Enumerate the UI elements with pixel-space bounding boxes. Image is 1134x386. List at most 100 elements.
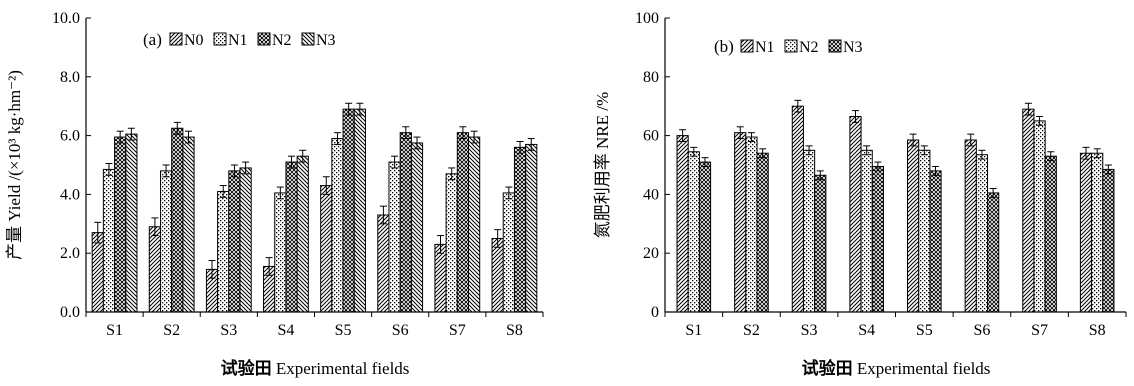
bar-n2-s2 xyxy=(746,137,757,312)
x-tick-label: S5 xyxy=(335,322,352,339)
y-tick-label: 10.0 xyxy=(52,10,80,27)
bar-n1-s8 xyxy=(503,193,514,312)
y-tick-label: 6.0 xyxy=(60,128,80,145)
bar-n0-s1 xyxy=(92,233,103,312)
bar-n0-s7 xyxy=(435,244,446,312)
legend-swatch-n1 xyxy=(214,33,226,45)
bar-n3-s6 xyxy=(988,193,999,312)
x-axis-title-cn: 试验田 xyxy=(802,358,857,378)
x-tick-label: S4 xyxy=(858,322,875,339)
x-tick-label: S3 xyxy=(220,322,237,339)
bar-n2-s8 xyxy=(1092,153,1103,312)
bar-n2-s4 xyxy=(861,150,872,312)
legend-swatch-n0 xyxy=(170,33,182,45)
x-tick-label: S6 xyxy=(392,322,409,339)
legend-swatch-n1 xyxy=(741,40,753,52)
legend-label-n3: N3 xyxy=(843,39,863,56)
bar-n2-s1 xyxy=(688,152,699,312)
legend-swatch-n3 xyxy=(302,33,314,45)
x-tick-label: S8 xyxy=(506,322,523,339)
bar-n1-s5 xyxy=(332,139,343,312)
x-tick-label: S6 xyxy=(973,322,990,339)
legend-label-n1: N1 xyxy=(228,32,248,49)
bar-n3-s5 xyxy=(930,171,941,312)
bar-n3-s7 xyxy=(1045,156,1056,312)
bar-n1-s6 xyxy=(389,162,400,312)
bar-n3-s3 xyxy=(240,168,251,312)
bar-n3-s4 xyxy=(872,166,883,312)
x-tick-label: S8 xyxy=(1089,322,1106,339)
x-tick-label: S1 xyxy=(685,322,702,339)
bar-n3-s6 xyxy=(411,143,422,312)
legend-label-n0: N0 xyxy=(184,32,204,49)
x-axis-title-en: Experimental fields xyxy=(857,359,991,378)
bar-n2-s4 xyxy=(286,162,297,312)
y-axis-title: 氮肥利用率 NRE /% xyxy=(593,92,612,238)
x-tick-label: S2 xyxy=(743,322,760,339)
legend-swatch-n2 xyxy=(785,40,797,52)
bar-n0-s8 xyxy=(492,239,503,313)
bar-n3-s1 xyxy=(126,134,137,312)
x-tick-label: S1 xyxy=(106,322,123,339)
bar-n2-s5 xyxy=(919,150,930,312)
bar-n3-s2 xyxy=(757,153,768,312)
y-tick-label: 60 xyxy=(643,128,659,145)
y-tick-label: 40 xyxy=(643,186,659,203)
bar-n2-s6 xyxy=(400,133,411,312)
legend-label-n3: N3 xyxy=(316,32,336,49)
bar-n1-s6 xyxy=(965,140,976,312)
y-tick-label: 4.0 xyxy=(60,186,80,203)
panel-label: (a) xyxy=(143,30,162,49)
panel-label: (b) xyxy=(714,37,734,56)
y-tick-label: 8.0 xyxy=(60,69,80,86)
y-tick-label: 80 xyxy=(643,69,659,86)
x-axis-title: 试验田 Experimental fields xyxy=(802,358,991,378)
y-tick-label: 0.0 xyxy=(60,304,80,321)
bar-n3-s8 xyxy=(1103,169,1114,312)
bar-n2-s7 xyxy=(1034,121,1045,312)
bar-n1-s3 xyxy=(792,106,803,312)
bar-n3-s7 xyxy=(469,137,480,312)
bar-n1-s2 xyxy=(735,133,746,312)
bar-n1-s4 xyxy=(850,116,861,312)
x-tick-label: S2 xyxy=(163,322,180,339)
x-tick-label: S5 xyxy=(916,322,933,339)
y-tick-label: 0 xyxy=(651,304,659,321)
bar-n2-s3 xyxy=(803,150,814,312)
bar-n1-s3 xyxy=(218,191,229,312)
bar-n3-s5 xyxy=(354,109,365,312)
x-axis-title: 试验田 Experimental fields xyxy=(221,358,410,378)
bar-n3-s4 xyxy=(297,156,308,312)
bar-n1-s7 xyxy=(1023,109,1034,312)
bar-n3-s3 xyxy=(815,175,826,312)
bar-n0-s6 xyxy=(378,215,389,312)
bar-n1-s2 xyxy=(160,171,171,312)
bar-n3-s8 xyxy=(526,144,537,312)
bar-n1-s8 xyxy=(1080,153,1091,312)
bar-n1-s5 xyxy=(908,140,919,312)
bar-n2-s6 xyxy=(976,155,987,312)
bar-n2-s8 xyxy=(514,147,525,312)
bar-n2-s1 xyxy=(115,137,126,312)
bar-n3-s1 xyxy=(699,162,710,312)
bar-n1-s4 xyxy=(275,193,286,312)
x-tick-label: S7 xyxy=(1031,322,1048,339)
x-tick-label: S3 xyxy=(801,322,818,339)
x-tick-label: S4 xyxy=(277,322,294,339)
bar-n2-s2 xyxy=(172,128,183,312)
bar-n0-s5 xyxy=(321,186,332,312)
bar-n1-s1 xyxy=(103,169,114,312)
y-axis-title: 产量 Yield /(×10³ kg·hm⁻²) xyxy=(5,70,24,260)
bar-n1-s1 xyxy=(677,136,688,312)
legend-label-n2: N2 xyxy=(272,32,292,49)
bar-n2-s5 xyxy=(343,109,354,312)
y-tick-label: 2.0 xyxy=(60,245,80,262)
legend-swatch-n3 xyxy=(829,40,841,52)
x-tick-label: S7 xyxy=(449,322,466,339)
bar-n0-s2 xyxy=(149,227,160,312)
legend-label-n1: N1 xyxy=(755,39,775,56)
x-axis-title-en: Experimental fields xyxy=(276,359,410,378)
bar-n3-s2 xyxy=(183,137,194,312)
